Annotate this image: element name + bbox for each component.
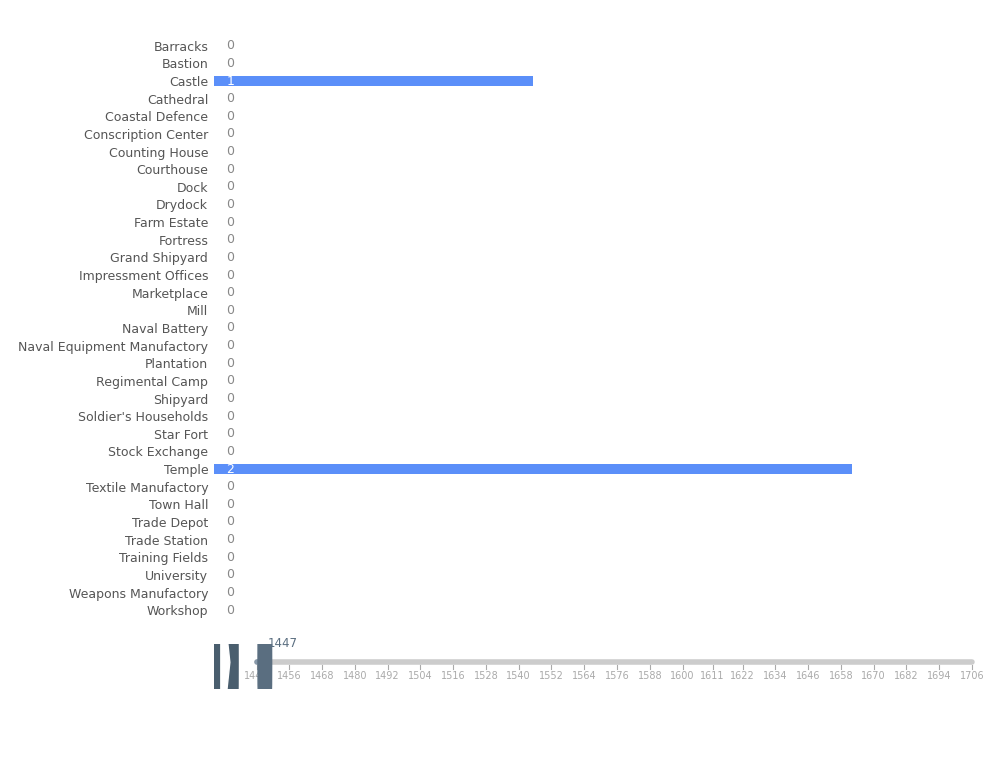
Text: 1540: 1540 <box>506 671 531 681</box>
Text: 0: 0 <box>227 216 235 228</box>
Text: 0: 0 <box>227 233 235 246</box>
Text: 0: 0 <box>227 251 235 264</box>
Text: 0: 0 <box>227 145 235 158</box>
Text: 1492: 1492 <box>376 671 400 681</box>
Text: 0: 0 <box>227 57 235 70</box>
Text: 1576: 1576 <box>604 671 629 681</box>
Text: 0: 0 <box>227 445 235 458</box>
Text: 1564: 1564 <box>572 671 596 681</box>
Text: 1516: 1516 <box>441 671 465 681</box>
Text: 2: 2 <box>227 463 235 475</box>
Text: 1447: 1447 <box>267 636 297 650</box>
Bar <box>214 76 533 86</box>
Text: 0: 0 <box>227 92 235 105</box>
Text: 0: 0 <box>227 480 235 493</box>
Text: 1634: 1634 <box>763 671 787 681</box>
Circle shape <box>211 436 239 779</box>
Text: 0: 0 <box>227 604 235 617</box>
Text: 1468: 1468 <box>310 671 334 681</box>
Text: 0: 0 <box>227 569 235 581</box>
Text: 1622: 1622 <box>731 671 755 681</box>
Text: 0: 0 <box>227 181 235 193</box>
Text: 0: 0 <box>227 516 235 528</box>
Text: 1552: 1552 <box>539 671 564 681</box>
Text: 1682: 1682 <box>894 671 918 681</box>
Text: 0: 0 <box>227 39 235 52</box>
Text: 1706: 1706 <box>959 671 984 681</box>
Text: 1694: 1694 <box>927 671 951 681</box>
Text: 1528: 1528 <box>473 671 498 681</box>
Text: 0: 0 <box>227 428 235 440</box>
Circle shape <box>258 549 271 775</box>
Text: 0: 0 <box>227 586 235 599</box>
Bar <box>214 464 852 474</box>
Text: 0: 0 <box>227 375 235 387</box>
Text: 1504: 1504 <box>409 671 432 681</box>
Text: 1600: 1600 <box>670 671 695 681</box>
Text: 0: 0 <box>227 357 235 370</box>
Text: 0: 0 <box>227 163 235 176</box>
Text: 1444: 1444 <box>245 671 269 681</box>
Text: 1588: 1588 <box>637 671 662 681</box>
Text: 1611: 1611 <box>701 671 725 681</box>
Text: 0: 0 <box>227 304 235 317</box>
Text: 0: 0 <box>227 551 235 564</box>
Text: 0: 0 <box>227 322 235 334</box>
Text: 1480: 1480 <box>343 671 367 681</box>
Text: 0: 0 <box>227 533 235 546</box>
Text: 1658: 1658 <box>829 671 853 681</box>
Text: 1670: 1670 <box>862 671 886 681</box>
Text: 0: 0 <box>227 269 235 281</box>
Text: 0: 0 <box>227 198 235 211</box>
Text: 0: 0 <box>227 110 235 123</box>
Text: 1456: 1456 <box>277 671 302 681</box>
Text: 0: 0 <box>227 392 235 405</box>
Text: 0: 0 <box>227 410 235 423</box>
Text: 1646: 1646 <box>796 671 820 681</box>
Text: 0: 0 <box>227 498 235 511</box>
Text: 1: 1 <box>227 75 235 87</box>
Text: 0: 0 <box>227 339 235 352</box>
Text: count: count <box>940 654 979 668</box>
Text: 0: 0 <box>227 286 235 299</box>
Polygon shape <box>221 578 230 747</box>
Text: 0: 0 <box>227 128 235 140</box>
